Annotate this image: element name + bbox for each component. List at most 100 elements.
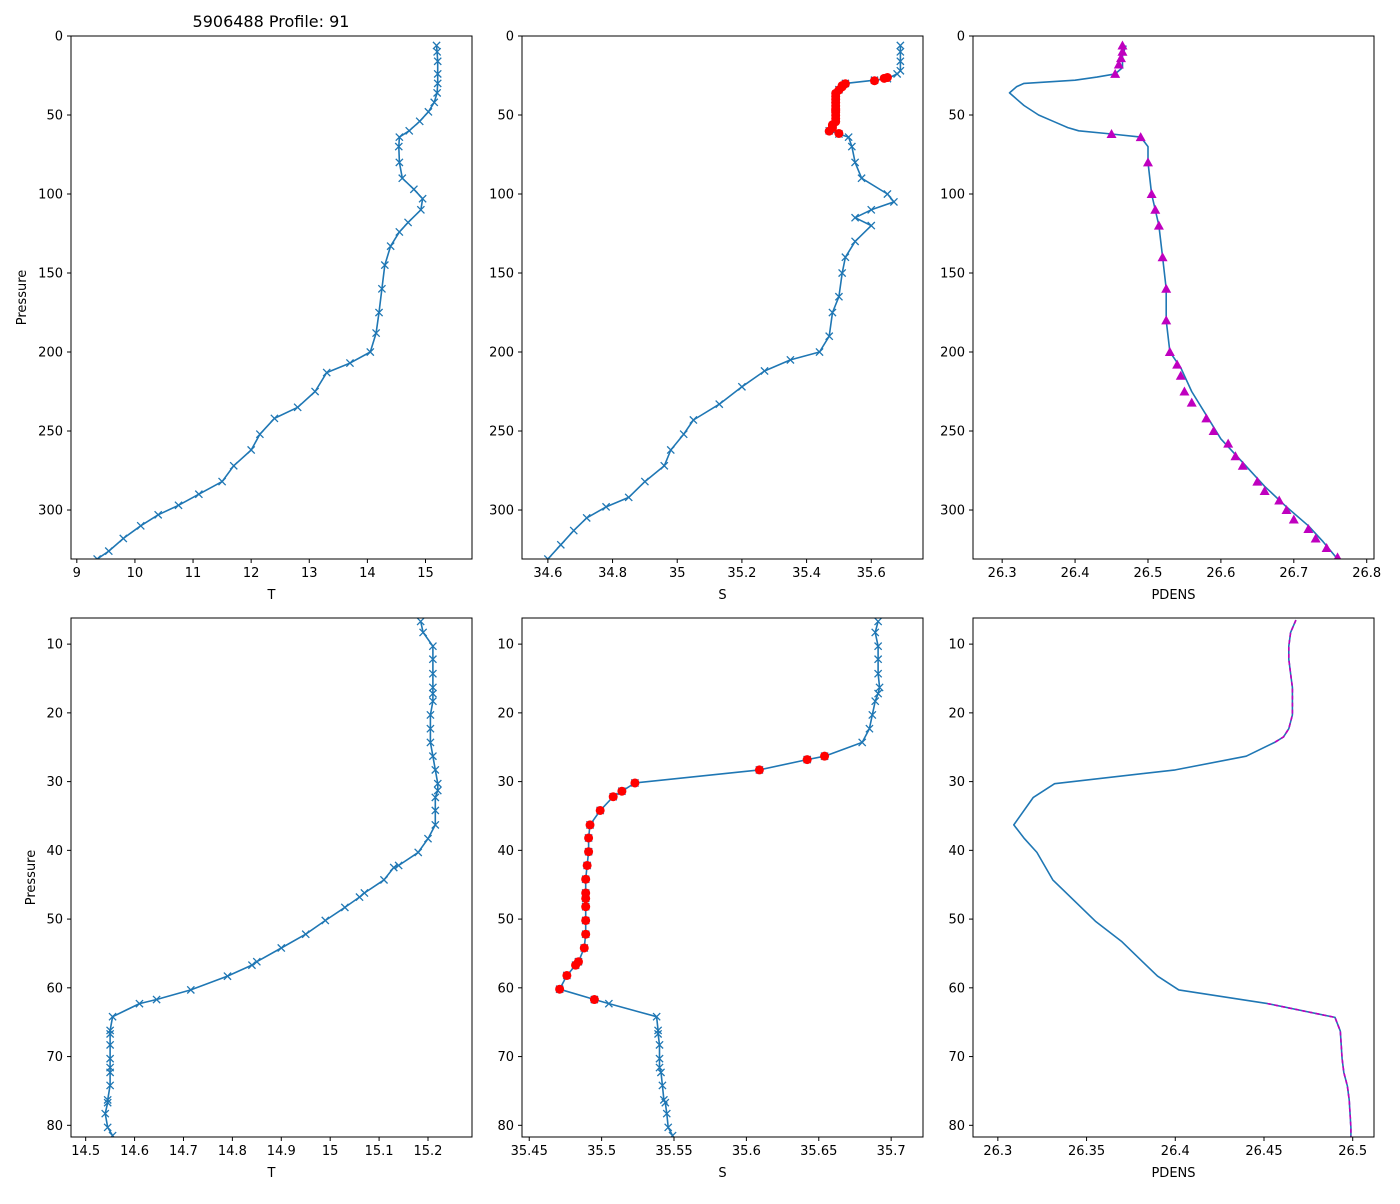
data-point-x [543, 554, 552, 559]
data-point-x [867, 221, 876, 230]
y-tick-label: 200 [38, 346, 63, 361]
data-point-x [247, 961, 256, 970]
data-point-x [106, 1068, 115, 1077]
data-point-x [106, 1040, 115, 1049]
data-point-x [660, 461, 669, 470]
data-point-x [655, 1063, 664, 1072]
y-tick-label: 150 [940, 267, 965, 282]
data-point-x [871, 697, 880, 706]
x-axis-label: T [267, 1166, 276, 1181]
data-point-x [433, 88, 442, 97]
axes-frame [521, 35, 924, 560]
plot-area [543, 41, 905, 559]
plot-area [101, 618, 442, 1137]
y-tick-label: 50 [46, 913, 63, 928]
x-tick-label: 35.5 [587, 1144, 616, 1159]
data-point-flag [579, 943, 589, 953]
data-point-x [834, 292, 843, 301]
y-tick-label: 20 [46, 706, 63, 721]
data-point-x [661, 1098, 670, 1107]
data-point-triangle [1310, 533, 1321, 543]
data-point-x [655, 1054, 664, 1063]
data-point-x [874, 669, 883, 678]
x-tick-label: 14.9 [267, 1144, 296, 1159]
x-tick-label: 12 [243, 566, 260, 581]
y-tick-label: 60 [46, 981, 63, 996]
y-tick-label: 0 [957, 30, 965, 45]
data-point-x [119, 534, 128, 543]
data-point-x [218, 477, 227, 486]
series-flagged-deep [1267, 1002, 1352, 1137]
data-point-x [426, 710, 435, 719]
data-point-x [433, 57, 442, 66]
data-point-x [414, 848, 423, 857]
data-point-x [322, 368, 331, 377]
data-point-x [394, 861, 403, 870]
data-point-x [851, 237, 860, 246]
data-point-x [419, 628, 428, 637]
data-point-triangle [1153, 220, 1164, 230]
data-point-flag [834, 128, 844, 138]
data-point-flag [582, 860, 592, 870]
data-point-flag [581, 893, 591, 903]
data-point-x [426, 738, 435, 747]
x-tick-label: 10 [127, 566, 144, 581]
data-point-x [270, 414, 279, 423]
data-point-triangle [1252, 476, 1263, 486]
data-point-x [428, 752, 437, 761]
data-point-flag [820, 751, 830, 761]
data-point-x [828, 308, 837, 317]
data-point-x [389, 863, 398, 872]
y-tick-label: 10 [948, 638, 965, 653]
data-point-x [416, 618, 425, 626]
data-point-x [395, 227, 404, 236]
data-point-triangle [1150, 204, 1161, 214]
x-tick-label: 35.2 [727, 566, 756, 581]
y-tick-label: 40 [46, 844, 63, 859]
data-point-triangle [1113, 59, 1124, 69]
data-point-x [345, 359, 355, 368]
x-axis-label: S [718, 1166, 726, 1181]
axes-frame [521, 617, 924, 1138]
data-point-triangle [1172, 359, 1183, 369]
y-tick-label: 50 [46, 109, 63, 124]
data-point-x [152, 995, 161, 1004]
data-point-x [841, 253, 850, 262]
x-tick-label: 15.2 [414, 1144, 443, 1159]
x-tick-label: 26.7 [1279, 566, 1308, 581]
y-tick-label: 100 [38, 188, 63, 203]
x-tick-label: 34.6 [533, 566, 562, 581]
y-tick-label: 100 [940, 188, 965, 203]
x-tick-label: 15 [322, 1144, 339, 1159]
data-point-x [366, 347, 375, 357]
data-point-x [416, 205, 425, 214]
y-tick-label: 300 [940, 504, 965, 519]
data-point-x [154, 510, 163, 519]
data-point-x [372, 328, 381, 338]
y-axis-label: Pressure [24, 850, 39, 906]
y-tick-label: 150 [489, 267, 514, 282]
data-point-x [106, 1029, 115, 1038]
y-tick-label: 10 [497, 638, 514, 653]
data-point-x [569, 526, 578, 535]
data-point-triangle [1179, 386, 1190, 396]
data-point-x [433, 69, 442, 78]
data-point-triangle [1223, 438, 1234, 448]
data-point-triangle [1274, 495, 1285, 505]
x-tick-label: 26.4 [1061, 566, 1090, 581]
data-point-x [252, 957, 261, 966]
data-point-x [428, 655, 437, 664]
data-point-x [380, 261, 389, 270]
y-tick-label: 0 [506, 30, 514, 45]
data-point-triangle [1117, 40, 1128, 50]
subplot-p5: 35.45 35.5 35.55 35.6 35.65 35.7 10 20 30 40 50 60 7… [497, 617, 924, 1181]
data-point-x [106, 1026, 115, 1035]
data-point-triangle [1333, 552, 1342, 559]
x-tick-label: 11 [185, 566, 202, 581]
y-tick-label: 60 [497, 981, 514, 996]
x-tick-label: 14.5 [71, 1144, 100, 1159]
y-tick-label: 250 [940, 425, 965, 440]
data-point-flag [584, 833, 594, 843]
data-point-x [106, 1054, 115, 1063]
data-point-x [760, 366, 769, 376]
